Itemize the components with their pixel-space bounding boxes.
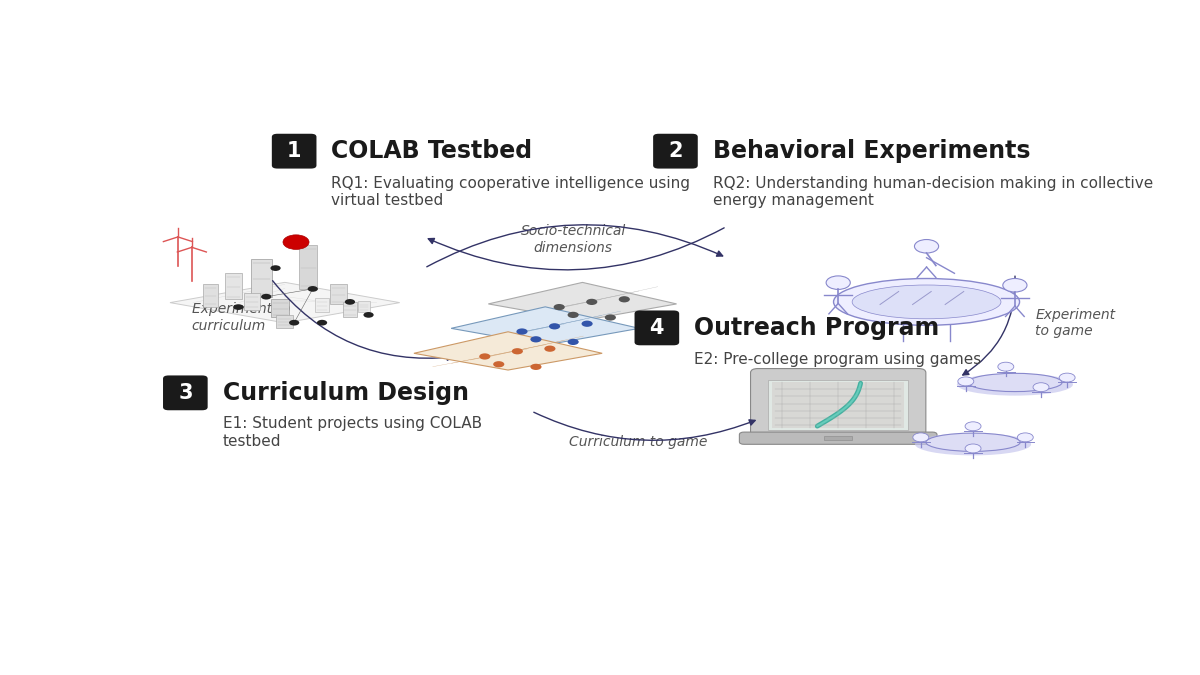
- Bar: [271, 299, 289, 317]
- FancyBboxPatch shape: [272, 134, 317, 169]
- Bar: [316, 298, 329, 313]
- Bar: [226, 273, 242, 299]
- Bar: [276, 315, 293, 328]
- Text: Outreach Program: Outreach Program: [694, 316, 940, 340]
- Circle shape: [344, 299, 355, 304]
- Bar: [824, 436, 852, 440]
- FancyBboxPatch shape: [750, 369, 926, 439]
- Bar: [768, 380, 908, 430]
- Ellipse shape: [956, 373, 1073, 396]
- Bar: [251, 259, 272, 297]
- Circle shape: [233, 304, 244, 310]
- Text: Curriculum to game: Curriculum to game: [569, 435, 708, 450]
- Circle shape: [568, 339, 578, 345]
- Circle shape: [530, 336, 541, 342]
- Bar: [299, 245, 317, 289]
- Circle shape: [545, 346, 556, 352]
- Text: Behavioral Experiments: Behavioral Experiments: [713, 139, 1030, 163]
- Circle shape: [307, 286, 318, 292]
- Ellipse shape: [834, 279, 1020, 325]
- FancyBboxPatch shape: [163, 375, 208, 410]
- Text: RQ2: Understanding human-decision making in collective
energy management: RQ2: Understanding human-decision making…: [713, 176, 1153, 208]
- Text: 1: 1: [287, 141, 301, 161]
- Polygon shape: [170, 282, 400, 323]
- Text: COLAB Testbed: COLAB Testbed: [331, 139, 533, 163]
- Bar: [245, 293, 260, 310]
- Text: RQ1: Evaluating cooperative intelligence using
virtual testbed: RQ1: Evaluating cooperative intelligence…: [331, 176, 690, 208]
- Polygon shape: [414, 332, 602, 370]
- Circle shape: [262, 294, 271, 300]
- Circle shape: [289, 320, 299, 325]
- Circle shape: [530, 364, 541, 370]
- Polygon shape: [488, 282, 677, 321]
- Circle shape: [270, 265, 281, 271]
- Circle shape: [582, 321, 593, 327]
- Bar: [772, 383, 905, 429]
- Ellipse shape: [916, 433, 1031, 456]
- Text: E1: Student projects using COLAB
testbed: E1: Student projects using COLAB testbed: [222, 416, 481, 449]
- Circle shape: [548, 323, 560, 329]
- Bar: [342, 302, 358, 317]
- Ellipse shape: [967, 373, 1062, 392]
- Circle shape: [1018, 433, 1033, 442]
- FancyBboxPatch shape: [739, 432, 937, 444]
- Circle shape: [913, 433, 929, 442]
- Circle shape: [1060, 373, 1075, 382]
- Circle shape: [283, 235, 310, 249]
- Circle shape: [965, 444, 982, 453]
- Circle shape: [605, 315, 616, 321]
- Circle shape: [568, 312, 578, 318]
- Circle shape: [493, 361, 504, 367]
- Text: 3: 3: [178, 383, 192, 403]
- Bar: [358, 301, 370, 313]
- Text: 2: 2: [668, 141, 683, 161]
- Ellipse shape: [926, 433, 1020, 452]
- Text: 4: 4: [649, 318, 664, 338]
- Circle shape: [586, 299, 598, 305]
- Circle shape: [914, 240, 938, 253]
- Circle shape: [317, 320, 328, 325]
- Circle shape: [998, 362, 1014, 371]
- Text: Socio-technical
dimensions: Socio-technical dimensions: [521, 224, 625, 254]
- Circle shape: [479, 353, 491, 360]
- Text: Curriculum Design: Curriculum Design: [222, 381, 468, 405]
- Polygon shape: [451, 307, 640, 345]
- Circle shape: [364, 312, 373, 318]
- Text: Experiment to
curriculum: Experiment to curriculum: [192, 302, 290, 333]
- Text: Experiment
to game: Experiment to game: [1036, 308, 1116, 338]
- Circle shape: [511, 348, 523, 354]
- Circle shape: [1033, 383, 1049, 392]
- Circle shape: [619, 296, 630, 302]
- FancyBboxPatch shape: [635, 310, 679, 346]
- Text: E2: Pre-college program using games: E2: Pre-college program using games: [694, 352, 982, 367]
- Circle shape: [1003, 279, 1027, 292]
- Circle shape: [553, 304, 565, 310]
- Circle shape: [516, 329, 528, 335]
- FancyBboxPatch shape: [653, 134, 697, 169]
- Bar: [330, 284, 347, 304]
- Circle shape: [826, 276, 851, 290]
- Circle shape: [958, 377, 974, 386]
- Ellipse shape: [852, 285, 1001, 319]
- Circle shape: [965, 422, 982, 431]
- Bar: [203, 284, 218, 307]
